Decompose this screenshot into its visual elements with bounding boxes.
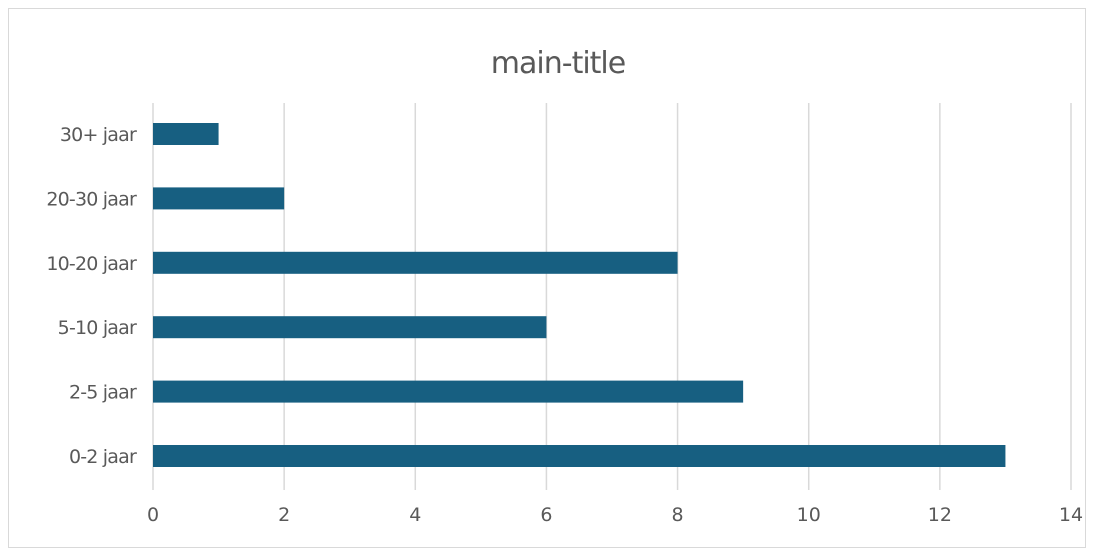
category-labels: 0-2 jaar 2-5 jaar 5-10 jaar 10-20 jaar 20-30… [46, 124, 137, 468]
bar [153, 123, 219, 145]
x-tick-label: 4 [409, 504, 421, 526]
bar [153, 251, 678, 274]
category-label: 0-2 jaar [69, 446, 137, 468]
category-label: 30+ jaar [60, 124, 137, 146]
chart-title: main-title [491, 46, 625, 81]
category-label: 10-20 jaar [46, 253, 137, 275]
x-tick-labels: 0 2 4 6 8 10 12 14 [147, 504, 1083, 526]
x-tick-label: 0 [147, 504, 159, 526]
x-tick-label: 6 [540, 504, 552, 526]
bar-chart: main-title 0-2 jaar 2-5 jaar 5-10 jaar 10-2… [46, 46, 1083, 526]
bar [153, 380, 744, 403]
bar [153, 445, 1006, 467]
x-tick-label: 10 [797, 504, 821, 526]
bars [153, 123, 1006, 467]
x-tick-label: 2 [278, 504, 290, 526]
x-tick-label: 12 [928, 504, 952, 526]
x-tick-label: 8 [672, 504, 684, 526]
x-tick-label: 14 [1059, 504, 1083, 526]
bar [153, 187, 285, 210]
bar [153, 316, 547, 339]
category-label: 5-10 jaar [58, 317, 137, 339]
category-label: 2-5 jaar [69, 382, 137, 404]
category-label: 20-30 jaar [46, 188, 137, 210]
grid-lines [152, 103, 1072, 490]
